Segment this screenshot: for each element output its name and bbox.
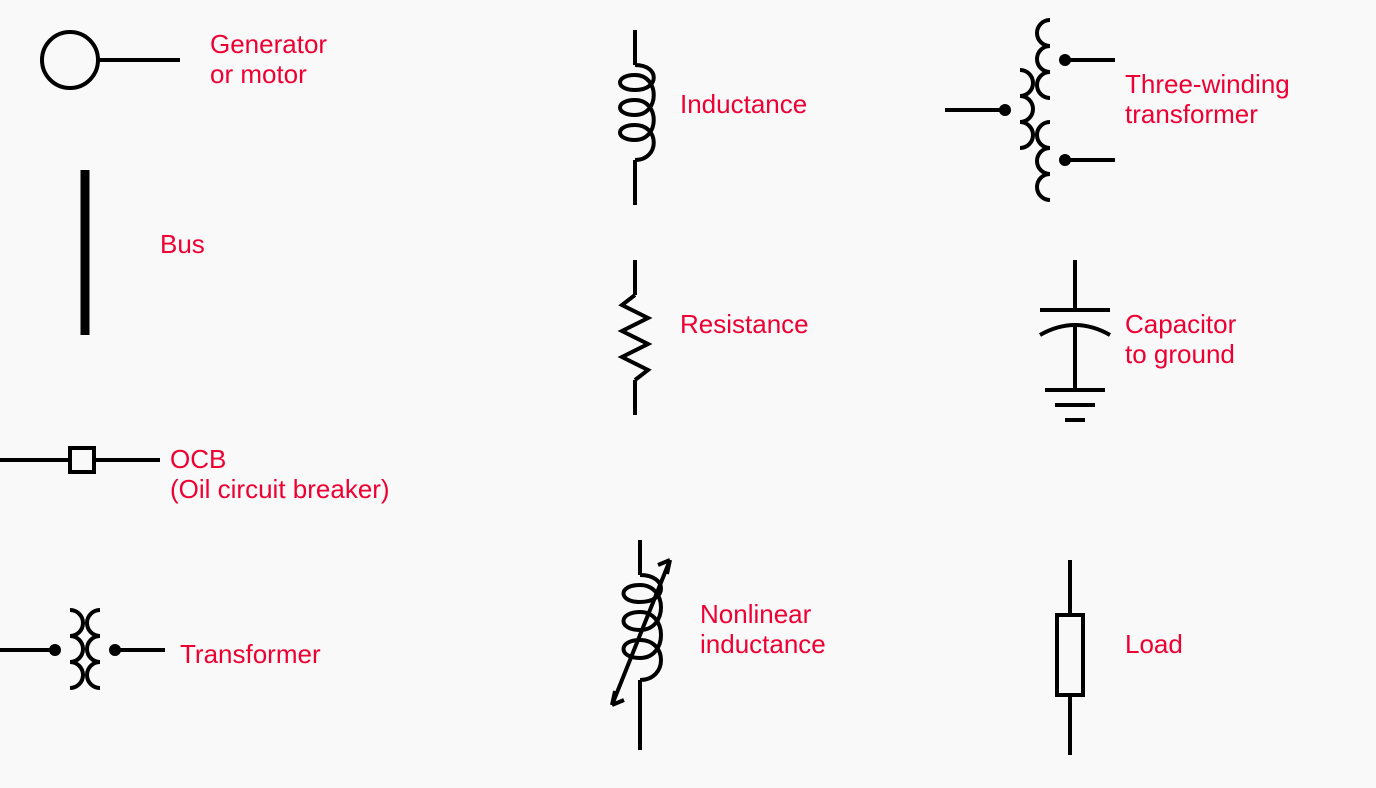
three-winding-transformer-symbol (945, 10, 1125, 210)
transformer-label: Transformer (180, 640, 321, 670)
generator-label: Generator or motor (210, 30, 327, 90)
load-symbol (1040, 560, 1110, 760)
bus-symbol (70, 170, 110, 340)
three-winding-transformer-label: Three-winding transformer (1125, 70, 1290, 130)
nonlinear-inductance-symbol (600, 540, 690, 760)
capacitor-ground-label: Capacitor to ground (1125, 310, 1236, 370)
ocb-symbol (0, 440, 180, 480)
nonlinear-inductance-label: Nonlinear inductance (700, 600, 826, 660)
inductance-symbol (600, 30, 680, 210)
transformer-symbol (0, 590, 170, 710)
inductance-label: Inductance (680, 90, 807, 120)
load-label: Load (1125, 630, 1183, 660)
bus-label: Bus (160, 230, 205, 260)
generator-symbol (30, 20, 210, 100)
resistance-symbol (610, 260, 670, 420)
resistance-label: Resistance (680, 310, 809, 340)
capacitor-ground-symbol (1020, 260, 1140, 450)
ocb-label: OCB (Oil circuit breaker) (170, 445, 390, 505)
